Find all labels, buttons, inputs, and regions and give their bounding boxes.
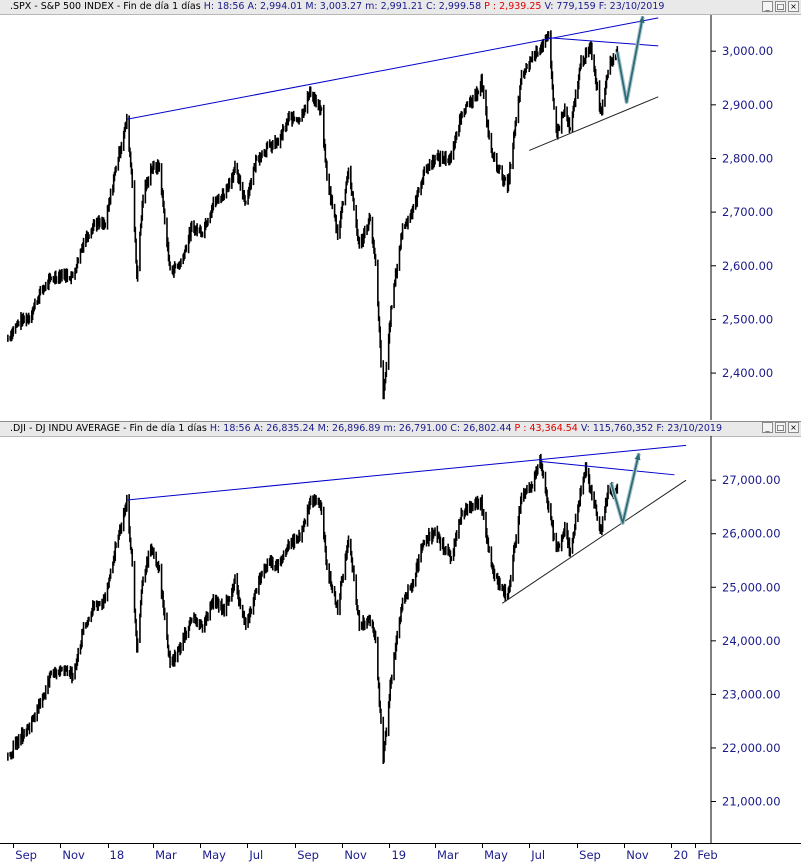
spx-window-buttons: _ □ × xyxy=(762,1,799,12)
dji-ytick-label: 22,000.00 xyxy=(722,741,781,755)
dji-projection-path[interactable] xyxy=(610,453,640,524)
dji-title: .DJI - DJ INDU AVERAGE - Fin de día 1 dí… xyxy=(10,423,207,434)
time-axis-label: 19 xyxy=(391,848,407,862)
time-axis: Sep Nov 18 Mar May Jul Sep Nov 19 Mar May Jul Sep Nov… xyxy=(0,843,801,863)
dji-chart[interactable]: 21,000.00 22,000.00 23,000.00 24,000.00 25,0… xyxy=(0,436,801,843)
dji-ytick-label: 21,000.00 xyxy=(722,795,781,809)
dji-minimize-button[interactable]: _ xyxy=(762,422,773,433)
time-axis-label: Nov xyxy=(344,848,367,862)
dji-stat-v: V: 115,760,352 xyxy=(580,423,654,434)
time-axis-tick xyxy=(153,844,155,848)
time-axis-tick xyxy=(200,844,202,848)
spx-stat-p: P : 2,939.25 xyxy=(484,1,542,12)
time-axis-label: Jul xyxy=(249,848,264,862)
spx-chart[interactable]: 2,400.00 2,500.00 2,600.00 2,700.00 2,800.00… xyxy=(0,15,801,420)
dji-close-button[interactable]: × xyxy=(788,422,799,433)
time-axis-label: May xyxy=(484,848,508,862)
time-axis-label: 18 xyxy=(109,848,125,862)
spx-chart-pane[interactable]: .SPX - S&P 500 INDEX - Fin de día 1 días… xyxy=(0,0,801,420)
time-axis-tick xyxy=(671,844,673,848)
time-axis-label: May xyxy=(202,848,226,862)
time-axis-label: Mar xyxy=(155,848,177,862)
time-axis-label: Sep xyxy=(297,848,319,862)
spx-ytick-label: 2,700.00 xyxy=(722,205,773,219)
spx-ytick-label: 2,600.00 xyxy=(722,259,773,273)
time-axis-label: Feb xyxy=(697,848,718,862)
dji-price-series xyxy=(7,453,619,765)
dji-support-trendline[interactable] xyxy=(501,479,687,604)
dji-stat-p: P : 43,364.54 xyxy=(514,423,578,434)
spx-title: .SPX - S&P 500 INDEX - Fin de día 1 días xyxy=(10,1,201,12)
spx-ytick-label: 2,900.00 xyxy=(722,98,773,112)
dji-stat-f: F: 23/10/2019 xyxy=(656,423,723,434)
spx-stat-f: F: 23/10/2019 xyxy=(598,1,665,12)
time-axis-tick xyxy=(435,844,436,848)
dji-ytick-label: 23,000.00 xyxy=(722,687,781,701)
time-axis-tick xyxy=(107,844,109,848)
spx-projection-arrowhead xyxy=(638,16,645,24)
spx-projection-path[interactable] xyxy=(616,16,644,104)
spx-stat-m: M: 3,003.27 xyxy=(305,1,363,12)
dji-window-buttons: _ □ × xyxy=(762,422,799,433)
time-axis-tick xyxy=(13,844,15,848)
dji-chart-pane[interactable]: .DJI - DJ INDU AVERAGE - Fin de día 1 dí… xyxy=(0,421,801,843)
time-axis-tick xyxy=(482,844,484,848)
spx-ytick-label: 2,400.00 xyxy=(722,366,773,380)
time-axis-label: 20 xyxy=(673,848,689,862)
dji-stat-c: C: 26,802.44 xyxy=(450,423,512,434)
spx-header-bar: .SPX - S&P 500 INDEX - Fin de día 1 días… xyxy=(0,0,801,15)
time-axis-tick xyxy=(389,844,391,848)
time-axis-tick xyxy=(295,844,297,848)
dji-stat-m: M: 26,896.89 xyxy=(317,423,381,434)
time-axis-tick xyxy=(624,844,626,848)
spx-minimize-button[interactable]: _ xyxy=(762,1,773,12)
time-axis-tick xyxy=(342,844,344,848)
spx-stat-min: m: 2,991.21 xyxy=(365,1,423,12)
dji-header-bar: .DJI - DJ INDU AVERAGE - Fin de día 1 dí… xyxy=(0,421,801,437)
time-axis-tick xyxy=(529,844,531,848)
spx-top-trendline[interactable] xyxy=(548,37,659,47)
time-axis-tick xyxy=(247,844,249,848)
dji-resistance-trendline[interactable] xyxy=(126,444,687,501)
time-axis-tick xyxy=(695,844,697,848)
spx-ytick-label: 2,500.00 xyxy=(722,312,773,326)
spx-price-series xyxy=(7,30,619,400)
dji-stat-h: H: 18:56 xyxy=(209,423,251,434)
spx-maximize-button[interactable]: □ xyxy=(775,1,786,12)
spx-stat-c: C: 2,999.58 xyxy=(425,1,482,12)
spx-close-button[interactable]: × xyxy=(788,1,799,12)
dji-top-trendline[interactable] xyxy=(540,460,675,476)
spx-support-trendline[interactable] xyxy=(529,96,659,151)
dji-ytick-label: 25,000.00 xyxy=(722,580,781,594)
dji-projection-arrowhead xyxy=(634,453,641,461)
dji-stat-a: A: 26,835.24 xyxy=(253,423,315,434)
time-axis-tick xyxy=(577,844,579,848)
dji-ytick-label: 24,000.00 xyxy=(722,634,781,648)
spx-stat-h: H: 18:56 xyxy=(203,1,245,12)
spx-resistance-trendline[interactable] xyxy=(126,17,659,120)
spx-stat-v: V: 779,159 xyxy=(544,1,596,12)
dji-ytick-label: 27,000.00 xyxy=(722,473,781,487)
spx-projection-shadow xyxy=(615,15,645,105)
dji-ytick-label: 26,000.00 xyxy=(722,527,781,541)
time-axis-label: Sep xyxy=(15,848,37,862)
time-axis-label: Nov xyxy=(626,848,649,862)
time-axis-label: Jul xyxy=(531,848,546,862)
spx-ytick-label: 2,800.00 xyxy=(722,151,773,165)
dji-stat-min: m: 26,791.00 xyxy=(383,423,448,434)
time-axis-label: Sep xyxy=(579,848,601,862)
spx-ytick-label: 3,000.00 xyxy=(722,44,773,58)
time-axis-tick xyxy=(60,844,62,848)
time-axis-label: Nov xyxy=(62,848,85,862)
spx-stat-a: A: 2,994.01 xyxy=(247,1,303,12)
dji-maximize-button[interactable]: □ xyxy=(775,422,786,433)
time-axis-label: Mar xyxy=(437,848,459,862)
